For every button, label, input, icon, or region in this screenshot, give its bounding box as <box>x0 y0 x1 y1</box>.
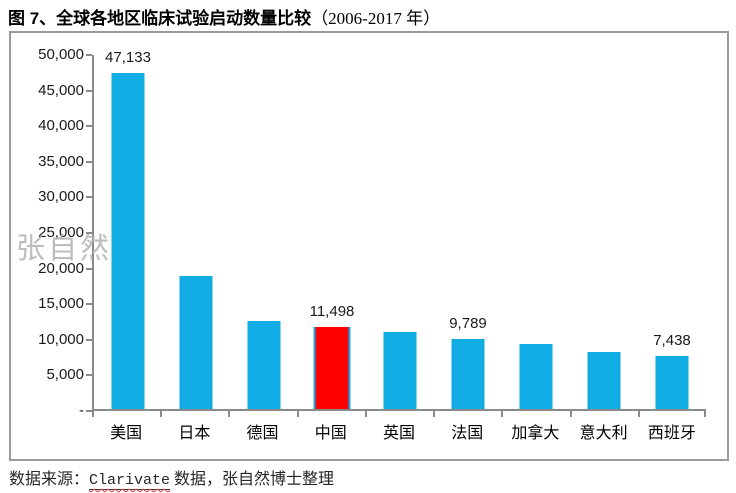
bar-column <box>502 55 570 409</box>
bar-value-label: 9,789 <box>449 315 487 333</box>
y-tick-label: 30,000 <box>38 188 84 206</box>
y-tick-mark <box>86 196 92 199</box>
bar-column: 9,789 <box>434 55 502 409</box>
source-suffix: 数据，张自然博士整理 <box>170 471 335 488</box>
bar <box>655 356 689 409</box>
plot-area: 47,133 11,498 9,789 7,438 <box>92 49 706 411</box>
y-tick-mark <box>86 125 92 128</box>
y-tick-mark <box>86 338 92 341</box>
y-tick-mark <box>86 374 92 377</box>
figure-title: 图 7、全球各地区临床试验启动数量比较（2006-2017 年） <box>8 4 440 29</box>
y-tick-label: 40,000 <box>38 117 84 135</box>
y-tick-mark <box>86 232 92 234</box>
bar-column <box>570 55 638 409</box>
y-axis-labels: 50,000 45,000 40,000 35,000 30,000 25,000 20,0… <box>11 33 84 459</box>
y-tick-label: - <box>79 402 84 419</box>
x-category-label: 法国 <box>451 425 484 442</box>
y-tick-label: 35,000 <box>38 152 84 170</box>
x-category-label: 中国 <box>314 425 347 442</box>
x-tick-mark <box>296 411 299 417</box>
y-tick-mark <box>86 89 92 92</box>
source-note: 数据来源：Clarivate 数据，张自然博士整理 <box>9 465 335 490</box>
x-tick-mark <box>704 411 706 417</box>
bar-column <box>366 55 434 409</box>
bar <box>451 339 485 409</box>
x-tick-mark <box>364 411 367 417</box>
x-category-label: 德国 <box>246 425 279 442</box>
y-tick-label: 5,000 <box>46 366 84 384</box>
y-tick-mark <box>86 160 92 163</box>
x-category-label: 英国 <box>382 425 415 442</box>
y-tick-mark <box>86 410 92 412</box>
bar <box>247 320 281 409</box>
figure-title-period: （2006-2017 年） <box>311 9 441 28</box>
bar-column <box>162 55 230 409</box>
y-tick-label: 15,000 <box>38 295 84 313</box>
chart-frame: 张自然 50,000 45,000 40,000 35,000 30,000 25,000… <box>9 31 729 461</box>
x-tick-mark <box>637 411 640 417</box>
bar <box>111 73 145 409</box>
y-tick-label: 20,000 <box>38 259 84 277</box>
y-tick-mark <box>86 54 92 56</box>
bar <box>313 327 351 409</box>
bar-column: 11,498 <box>298 55 366 409</box>
y-tick-label: 25,000 <box>38 224 84 241</box>
bar <box>587 352 621 409</box>
bar-column: 7,438 <box>638 55 706 409</box>
y-tick-label: 50,000 <box>38 46 84 63</box>
y-tick-mark <box>86 267 92 270</box>
x-tick-mark <box>433 411 436 417</box>
x-tick-mark <box>228 411 231 417</box>
y-tick-label: 45,000 <box>38 81 84 99</box>
bar-column: 47,133 <box>94 49 162 409</box>
x-category-label: 意大利 <box>579 425 628 442</box>
x-axis-labels: 美国 日本 德国 中国 英国 法国 加拿大 意大利 西班牙 <box>92 419 706 442</box>
y-tick-mark <box>86 303 92 306</box>
x-tick-mark <box>501 411 504 417</box>
bar <box>519 343 553 409</box>
x-tick-mark <box>160 411 163 417</box>
source-prefix: 数据来源： <box>9 471 90 488</box>
bar <box>383 331 417 409</box>
bar-column <box>230 55 298 409</box>
x-tick-mark <box>92 411 94 417</box>
bar <box>179 275 213 409</box>
bar-value-label: 7,438 <box>653 332 691 350</box>
figure-title-text: 图 7、全球各地区临床试验启动数量比较 <box>8 9 312 28</box>
x-category-label: 日本 <box>178 425 211 442</box>
bar-value-label: 11,498 <box>309 303 355 321</box>
bar-value-label: 47,133 <box>105 49 151 67</box>
source-vendor: Clarivate <box>89 472 171 490</box>
x-category-label: 加拿大 <box>511 425 560 442</box>
y-tick-label: 10,000 <box>38 330 84 348</box>
x-tick-mark <box>569 411 572 417</box>
x-category-label: 西班牙 <box>647 425 696 442</box>
x-category-label: 美国 <box>110 425 143 442</box>
